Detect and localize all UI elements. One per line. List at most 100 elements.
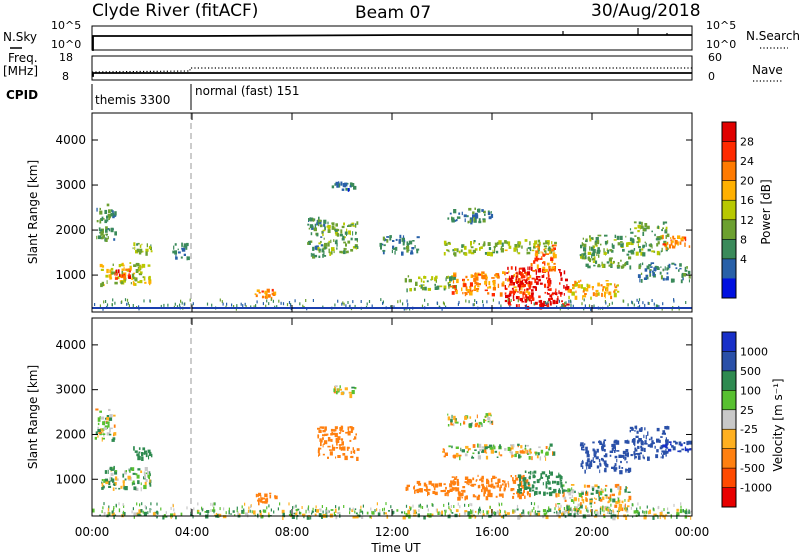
power-noise-cell [443, 302, 445, 306]
power-noise-cell [99, 304, 101, 308]
velocity-cell [143, 471, 146, 475]
power-cell [672, 237, 676, 240]
velocity-cell [291, 514, 295, 519]
power-cell [502, 281, 505, 285]
velocity-cell [604, 449, 606, 452]
velocity-cell [535, 487, 538, 490]
velocity-cell [102, 437, 105, 440]
velocity-cell [528, 493, 531, 498]
power-colorbar-tick-label: 12 [740, 214, 754, 227]
velocity-cell [622, 450, 626, 455]
power-cell [649, 273, 652, 277]
velocity-cell [140, 482, 142, 486]
velocity-cell [125, 470, 127, 473]
velocity-noise-cell [118, 502, 120, 506]
velocity-cell [455, 421, 459, 424]
velocity-cell [568, 510, 570, 514]
time-xtick-label: 00:00 [675, 525, 710, 539]
power-cell [583, 247, 587, 252]
power-cell [677, 235, 681, 239]
power-noise-cell [607, 305, 609, 309]
velocity-cell [531, 456, 533, 461]
velocity-cell [684, 448, 688, 452]
velocity-cell [416, 480, 421, 484]
power-cell [559, 291, 563, 295]
power-cell [550, 293, 554, 296]
power-cell [549, 251, 551, 255]
velocity-cell [318, 447, 320, 451]
velocity-cell [109, 433, 112, 436]
power-cell [271, 288, 274, 292]
power-cell [549, 268, 552, 272]
velocity-colorbar-tick-label: 500 [740, 365, 761, 378]
velocity-noise-cell [379, 509, 381, 512]
power-cell [585, 240, 588, 242]
velocity-cell [612, 498, 616, 503]
power-cell [355, 231, 357, 235]
power-ytick-label: 1000 [55, 268, 86, 282]
velocity-cell [487, 416, 491, 420]
power-cell [685, 273, 688, 276]
velocity-cell [149, 479, 151, 483]
velocity-cell [443, 448, 445, 453]
power-cell [652, 272, 655, 276]
velocity-cell [559, 476, 563, 480]
power-cell [473, 218, 477, 223]
velocity-cell [557, 503, 561, 505]
velocity-cell [405, 512, 408, 518]
velocity-colorbar-swatch [722, 448, 736, 469]
velocity-cell [481, 446, 485, 449]
velocity-cell [402, 515, 406, 520]
freq-tick-top: 18 [59, 51, 73, 64]
power-cell [605, 280, 609, 282]
velocity-cell [654, 445, 656, 449]
velocity-noise-cell [374, 509, 376, 513]
velocity-cell [99, 428, 102, 432]
power-noise-cell [482, 303, 484, 307]
power-cell [609, 283, 612, 286]
velocity-colorbar-swatch [722, 351, 736, 372]
power-cell [687, 270, 691, 275]
power-noise-cell [174, 302, 176, 306]
velocity-cell [564, 510, 566, 515]
power-cell [533, 243, 536, 247]
velocity-cell [310, 515, 312, 520]
velocity-cell [521, 512, 524, 516]
velocity-cell [340, 438, 344, 441]
velocity-colorbar-tick-label: -25 [740, 423, 758, 436]
freq-trace [92, 72, 692, 77]
velocity-cell [603, 444, 606, 447]
velocity-cell [124, 470, 127, 475]
nsky-tick-top: 10^5 [51, 19, 81, 32]
power-cell [684, 269, 688, 272]
velocity-cell [487, 489, 491, 494]
power-cell [316, 220, 319, 223]
velocity-cell [456, 487, 460, 492]
power-cell [566, 303, 570, 306]
power-cell [485, 283, 487, 287]
velocity-cell [482, 513, 485, 516]
velocity-noise-cell [210, 502, 212, 506]
power-cell [114, 231, 117, 236]
velocity-cell [143, 452, 146, 455]
velocity-cell [451, 423, 454, 426]
power-noise-cell [590, 307, 592, 311]
power-cell [326, 225, 330, 228]
power-cell [688, 245, 691, 248]
power-cell [327, 229, 331, 233]
velocity-cell [579, 444, 583, 447]
velocity-cell [687, 448, 689, 453]
velocity-cell [481, 479, 484, 483]
power-cell [309, 217, 313, 221]
velocity-cell [467, 511, 471, 516]
power-cell [312, 255, 316, 259]
power-cell [446, 249, 448, 252]
velocity-cell [326, 433, 329, 436]
velocity-cell [262, 501, 266, 504]
power-cell [501, 242, 504, 247]
power-cell [474, 281, 478, 285]
velocity-cell [527, 453, 529, 455]
velocity-cell [588, 464, 593, 468]
velocity-cell [455, 446, 459, 449]
